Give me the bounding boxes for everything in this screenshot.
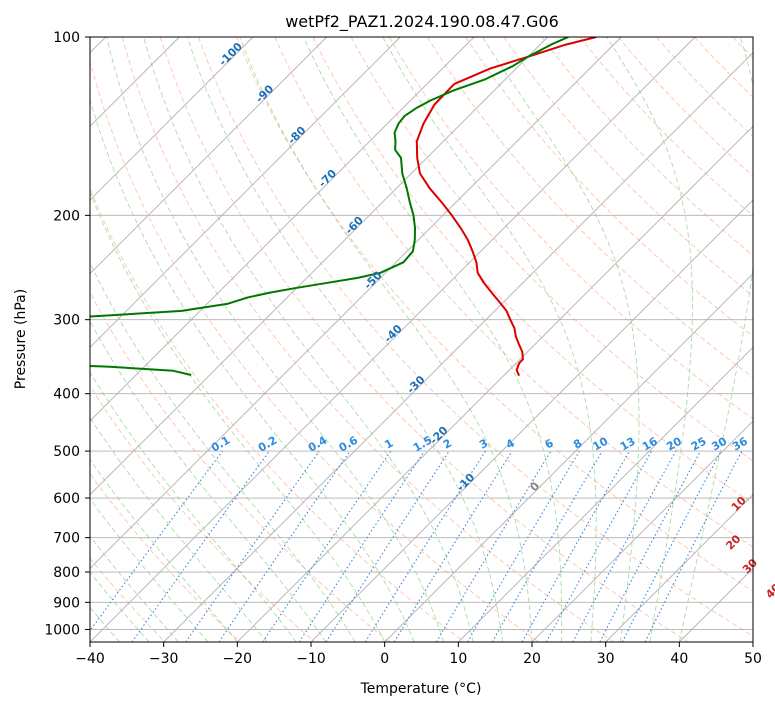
mixing-ratio-label: 4 [504,436,517,451]
x-tick-label: 0 [380,651,389,667]
dry-adiabat [771,37,775,642]
x-tick-label: 50 [744,651,762,667]
dry-adiabat [275,37,775,642]
y-tick-label: 900 [53,595,80,611]
x-tick-label: 40 [670,651,688,667]
x-tick-label: −30 [149,651,179,667]
dewpoint-profile-line [0,37,568,375]
y-tick-label: 800 [53,565,80,581]
x-tick-label: −20 [223,651,253,667]
isotherm-label: -80 [285,124,308,147]
chart-title: wetPf2_PAZ1.2024.190.08.47.G06 [285,12,559,32]
y-tick-label: 100 [53,30,80,46]
isotherm-line [0,37,327,642]
isotherm-line [0,37,400,642]
mixing-ratio-line [522,451,629,642]
isotherm-line [237,37,775,642]
y-tick-label: 600 [53,491,80,507]
mixing-ratio-line [82,451,223,642]
y-tick-label: 400 [53,387,80,403]
x-tick-label: 10 [449,651,467,667]
y-tick-label: 1000 [44,622,80,638]
dry-adiabat-label: 30 [740,556,760,576]
temperature-profile-line [417,37,597,376]
x-tick-label: 30 [597,651,615,667]
moist-adiabat [0,37,208,642]
isotherm-line [164,37,769,642]
moist-adiabat [607,37,693,642]
dry-adiabat-label: 20 [723,532,743,552]
isotherm-line [16,37,621,642]
mixing-ratio-label: 6 [543,436,556,451]
profile-lines [0,37,596,376]
isotherm-label: -100 [216,40,245,69]
mixing-ratio-line [546,451,651,642]
y-tick-label: 500 [53,444,80,460]
x-tick-label: −10 [296,651,326,667]
isotherm-line [753,37,775,642]
moist-adiabat [22,37,355,642]
mixing-ratio-label: 10 [591,434,611,453]
moist-adiabat [0,37,237,642]
dry-adiabat [733,37,775,642]
axes: −40 −30 −20 −10 0 10 20 30 40 50 100 200 300 400 500 60… [44,30,762,667]
moist-adiabat [304,37,562,642]
dry-adiabat [0,37,240,642]
moist-adiabat [483,37,640,642]
isotherm-line [458,37,775,642]
y-axis-title: Pressure (hPa) [13,289,29,389]
dry-adiabat-label: 10 [729,494,749,514]
dry-adiabat [504,37,775,642]
isotherm-label: -40 [382,322,405,345]
mixing-ratio-label: 1 [382,437,395,452]
dry-adiabat [656,37,775,642]
mixing-ratio-line [326,451,449,642]
dry-adiabat [8,37,390,642]
dry-adiabat [466,37,775,642]
x-tick-label: 20 [523,651,541,667]
moist-adiabat [187,37,502,642]
y-tick-label: 300 [53,313,80,329]
dry-adiabat [351,37,775,642]
dry-adiabat [0,37,315,642]
isotherm-line [0,37,548,642]
dry-adiabat [427,37,775,642]
isotherm-line [385,37,775,642]
isotherm-line [0,37,253,642]
y-tick-label: 200 [53,208,80,224]
x-axis-title: Temperature (°C) [360,681,482,697]
moist-adiabat [75,37,414,642]
y-tick-label: 700 [53,531,80,547]
mixing-ratio-line [219,451,350,642]
moist-adiabat [144,37,473,642]
isotherm-label: -10 [454,470,477,493]
mixing-ratio-label: 30 [709,434,729,453]
mixing-ratio-line [468,451,580,642]
dry-adiabat [695,37,775,642]
isotherm-label: -30 [404,373,427,396]
isotherm-line [679,37,775,642]
dry-adiabat [389,37,775,642]
x-tick-label: −40 [75,651,105,667]
dry-adiabat-label: 40 [763,581,775,601]
isotherm-line [532,37,775,642]
isotherm-label: -70 [316,167,339,190]
dry-adiabat [160,37,688,642]
dry-adiabat [237,37,775,642]
dry-adiabat [542,37,775,642]
isotherm-label: -90 [253,82,276,105]
mixing-ratio-lines [82,451,742,642]
